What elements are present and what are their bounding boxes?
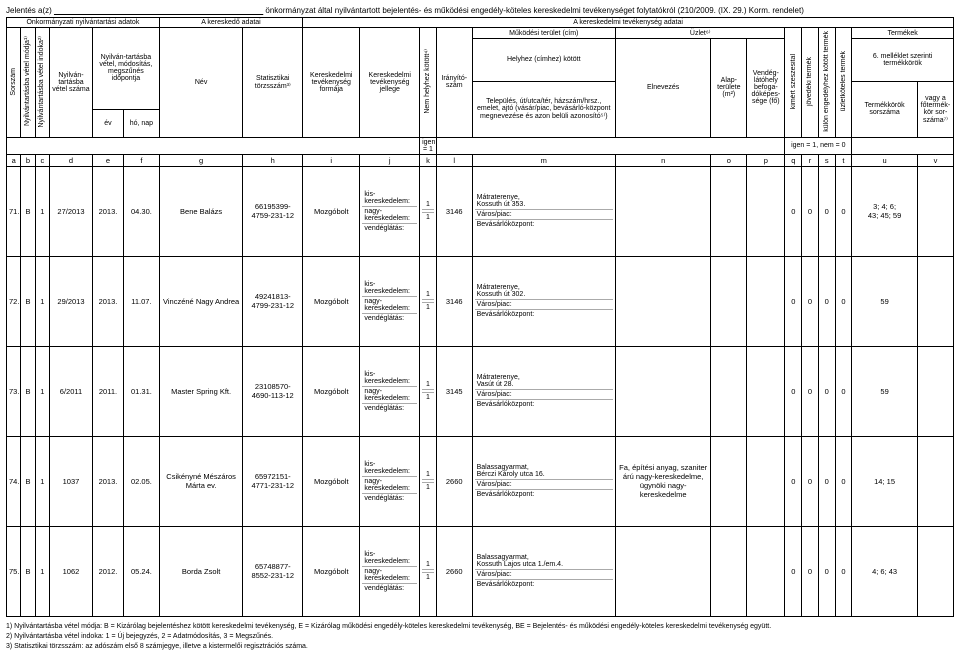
hdr-nev: Név xyxy=(159,28,243,138)
hdr-fotermek: vagy a főtermék-kör sor-száma⁷⁾ xyxy=(917,81,953,137)
page-title: Jelentés a(z) __________________________… xyxy=(6,6,954,15)
hdr-alapterulet: Alap-területe (m²) xyxy=(711,39,747,138)
table-row: 73.B16/20112011.01.31.Master Spring Kft.… xyxy=(7,346,954,436)
hdr-igen1nem0: igen = 1, nem = 0 xyxy=(785,137,852,154)
hdr-jelleg: Kereskedelmi tevékenység jellege xyxy=(360,28,420,138)
hdr-idopont: Nyilván-tartásba vétel, módosítás, megsz… xyxy=(92,28,159,110)
hdr-kimert: kimért szeszesital xyxy=(790,52,797,111)
hdr-uzletkoteles: üzletköteles termék xyxy=(840,49,847,113)
main-table: Önkormányzati nyilvántartási adatok A ke… xyxy=(6,17,954,617)
table-row: 72.B129/20132013.11.07.Vinczéné Nagy And… xyxy=(7,256,954,346)
hdr-igen1: igen = 1 xyxy=(420,137,437,154)
hdr-nyilv: Nyilván-tartásba vétel száma xyxy=(49,28,92,138)
hdr-mukodes: Működési terület (cím) xyxy=(472,28,615,39)
hdr-uzlet: Üzlet⁶⁾ xyxy=(615,28,785,39)
hdr-melleklet6: 6. melléklet szerinti termékkörök xyxy=(852,39,954,82)
hdr-termekkor: Termékkörök sorszáma xyxy=(852,81,918,137)
table-row: 75.B110622012.05.24.Borda Zsolt65748877-… xyxy=(7,526,954,616)
hdr-iranyito: Irányító-szám xyxy=(436,28,472,138)
hdr-index: Nyilvántartásba vétel indoka²⁾ xyxy=(38,34,46,130)
hdr-termekek: Termékek xyxy=(852,28,954,39)
hdr-torzsszam: Statisztikai törzsszám³⁾ xyxy=(243,28,303,138)
hdr-jovedeki: jövedéki termék xyxy=(806,55,813,108)
column-letters-row: abc def ghi jkl mno pqr stu v xyxy=(7,154,954,166)
hdr-honap: hó, nap xyxy=(124,109,160,137)
hdr-helyhez: Helyhez (címhez) kötött xyxy=(472,39,615,82)
hdr-mod: Nyilvántartásba vétel módja¹⁾ xyxy=(24,34,32,128)
hdr-kuloneng: külön engedélyhez kötött termék xyxy=(823,29,830,134)
hdr-ev: év xyxy=(92,109,123,137)
table-row: 74.B110372013.02.05.Csikényné Mészáros M… xyxy=(7,436,954,526)
hdr-vendeglato: Vendég-látóhely befoga-dóképes-sége (fő) xyxy=(747,39,785,138)
hdr-forma: Kereskedelmi tevékenység formája xyxy=(303,28,360,138)
header-group3: A kereskedelmi tevékenység adatai xyxy=(303,18,954,28)
footnote-3: 3) Statisztikai törzsszám: az adószám el… xyxy=(6,643,954,650)
header-group2: A kereskedő adatai xyxy=(159,18,302,28)
hdr-elnevezes: Elnevezés xyxy=(615,39,711,138)
header-group1: Önkormányzati nyilvántartási adatok xyxy=(7,18,160,28)
table-row: 71.B127/20132013.04.30.Bene Balázs661953… xyxy=(7,166,954,256)
hdr-sorszam: Sorszám xyxy=(10,66,17,98)
hdr-telepules: Település, út/utca/tér, házszám/hrsz., e… xyxy=(472,81,615,137)
footnote-1: 1) Nyilvántartásba vétel módja: B = Kizá… xyxy=(6,623,954,630)
footnote-2: 2) Nyilvántartásba vétel indoka: 1 = Új … xyxy=(6,633,954,640)
hdr-nemhelyhez: Nem helyhez kötött⁴⁾ xyxy=(424,47,432,116)
